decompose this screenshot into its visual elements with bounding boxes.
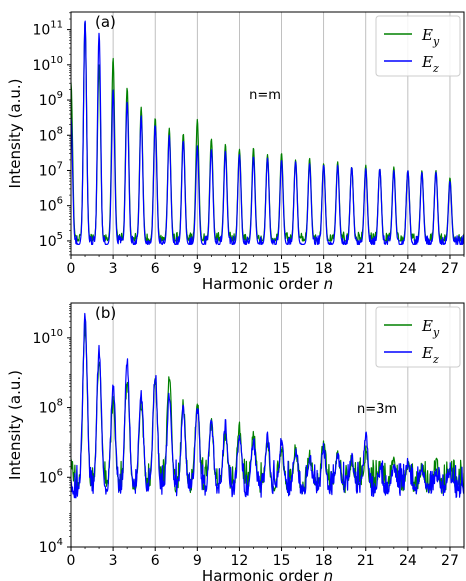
x-tick-label: 12 [231, 261, 249, 277]
x-tick-label: 0 [67, 553, 76, 569]
y-tick-label: 1010 [32, 55, 63, 74]
y-tick-label: 1011 [32, 20, 63, 39]
x-axis-label: Harmonic order n [202, 275, 333, 293]
legend-box [375, 15, 461, 77]
y-tick-label: 106 [39, 196, 63, 215]
x-tick-label: 18 [315, 553, 333, 569]
legend-label: Ey [421, 317, 440, 339]
x-axis-label: Harmonic order n [202, 567, 333, 581]
plot-area [71, 312, 464, 499]
legend-label: Ey [421, 26, 440, 48]
x-tick-label: 3 [109, 553, 118, 569]
x-tick-label: 27 [441, 553, 459, 569]
x-tick-label: 0 [67, 261, 76, 277]
x-tick-label: 15 [273, 261, 291, 277]
y-axis-label: Intensity (a.u.) [6, 79, 24, 189]
y-tick-label: 106 [39, 467, 63, 486]
y-tick-label: 1010 [32, 328, 63, 347]
x-tick-label: 18 [315, 261, 333, 277]
legend: Ey Ez [375, 15, 461, 77]
plot-area [71, 20, 464, 245]
x-tick-label: 9 [193, 553, 202, 569]
chart-panel-b: 0 3 6 9 12 15 18 21 24 27 104 106 108 1010 Harmonic or… [6, 302, 465, 581]
y-tick-label: 108 [39, 398, 63, 417]
y-tick-label: 109 [39, 90, 63, 109]
legend: Ey Ez [375, 306, 461, 368]
series-line-ez [71, 312, 464, 499]
x-tick-label: 24 [399, 261, 417, 277]
series-line-ez [71, 20, 464, 245]
y-tick-label: 105 [39, 231, 63, 250]
chart-panel-a: 0 3 6 9 12 15 18 21 24 27 105 106 107 108 109 1010 1011 H… [6, 11, 465, 293]
x-tick-label: 21 [357, 553, 375, 569]
legend-box [375, 306, 461, 368]
x-tick-label: 27 [441, 261, 459, 277]
legend-label: Ez [421, 344, 439, 366]
y-tick-label: 107 [39, 160, 63, 179]
x-tick-label: 6 [151, 261, 160, 277]
x-tick-label: 3 [109, 261, 118, 277]
x-tick-label: 12 [231, 553, 249, 569]
x-tick-label: 21 [357, 261, 375, 277]
x-tick-label: 9 [193, 261, 202, 277]
x-tick-label: 6 [151, 553, 160, 569]
y-tick-label: 104 [39, 537, 63, 556]
panel-label: (b) [95, 304, 116, 322]
panel-label: (a) [95, 13, 116, 31]
x-tick-label: 15 [273, 553, 291, 569]
y-axis-label: Intensity (a.u.) [6, 370, 24, 480]
y-tick-label: 108 [39, 125, 63, 144]
annotation: n=m [249, 88, 281, 103]
x-tick-label: 24 [399, 553, 417, 569]
legend-label: Ez [421, 53, 439, 75]
annotation: n=3m [357, 402, 397, 417]
